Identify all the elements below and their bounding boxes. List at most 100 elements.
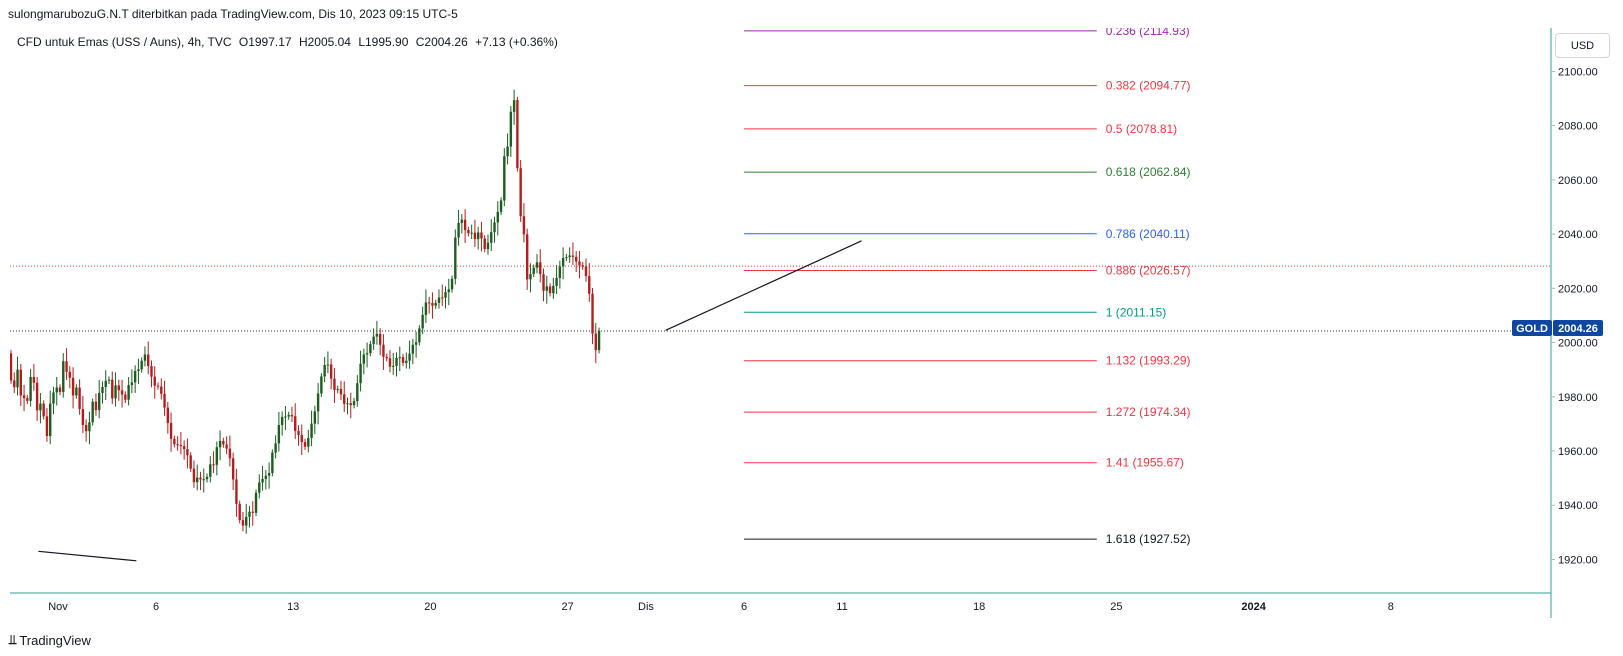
candle-body	[532, 267, 535, 274]
candle-body	[303, 442, 307, 447]
candle-body	[503, 156, 506, 201]
candles-layer	[10, 89, 601, 534]
fibonacci-extension-layer[interactable]: 0.236 (2114.93) 0.382 (2094.77) 0.5 (2078.…	[744, 24, 1191, 546]
candle-body	[408, 353, 411, 361]
candle-body	[463, 219, 467, 231]
candle-body	[512, 100, 516, 112]
publish-info: sulongmarubozuG.N.T diterbitkan pada Tra…	[8, 7, 458, 21]
candle-body	[444, 292, 447, 298]
symbol-title[interactable]: CFD untuk Emas (USS / Auns), 4h, TVC	[17, 35, 232, 49]
candle-body	[153, 376, 156, 386]
candle-body	[163, 393, 166, 408]
current-price-tag: GOLD 2004.26	[1512, 320, 1603, 336]
candle-body	[388, 358, 392, 367]
time-axis-label: 11	[836, 601, 847, 613]
candle-body	[486, 242, 490, 249]
candle-body	[336, 388, 339, 390]
trendlines-layer[interactable]	[38, 240, 862, 562]
candle-body	[65, 361, 68, 372]
candle-body	[26, 398, 29, 401]
price-axis-label: 2080.00	[1558, 121, 1598, 133]
candle-body	[369, 344, 372, 354]
time-axis-label: 6	[741, 601, 747, 613]
trendline[interactable]	[38, 550, 137, 562]
candle-body	[267, 472, 271, 476]
candle-body	[584, 266, 588, 277]
price-axis-label: 2100.00	[1558, 66, 1598, 78]
candle-body	[378, 333, 382, 345]
fib-level-label: 1.132 (1993.29)	[1106, 354, 1191, 368]
candle-body	[545, 286, 548, 291]
tradingview-brand[interactable]: ⫫ TradingView	[9, 632, 91, 648]
candle-body	[290, 414, 294, 417]
candle-body	[431, 302, 434, 306]
time-axis-label: 20	[424, 601, 436, 613]
price-axis[interactable]: 1920.00 1940.00 1960.00 1980.00 2000.00 2020.…	[1551, 66, 1598, 566]
candle-body	[421, 314, 424, 329]
candle-body	[310, 423, 313, 438]
trendline[interactable]	[665, 240, 862, 331]
candle-body	[228, 448, 232, 459]
currency-unit-button[interactable]: USD	[1555, 33, 1610, 58]
candle-body	[519, 168, 522, 217]
time-axis[interactable]: Nov 6 13 20 27 Dis 6 11 18 25 2024 8	[48, 601, 1394, 613]
candle-body	[251, 511, 254, 513]
candle-body	[591, 293, 594, 334]
candle-body	[535, 262, 539, 268]
brand-name: TradingView	[19, 632, 91, 648]
time-axis-label: 18	[973, 601, 985, 613]
candle-body	[261, 478, 264, 483]
candle-body	[104, 380, 107, 388]
candle-body	[245, 516, 248, 526]
candle-body	[58, 387, 62, 392]
ohlc-open: O1997.17	[238, 35, 292, 49]
reference-lines-layer	[10, 265, 1550, 332]
candle-body	[55, 387, 58, 393]
candle-body	[375, 333, 379, 337]
candle-body	[316, 393, 320, 412]
candle-body	[107, 379, 111, 381]
candle-body	[493, 222, 496, 233]
fib-level-label: 0.618 (2062.84)	[1106, 165, 1191, 179]
fib-level-label: 0.5 (2078.81)	[1106, 122, 1177, 136]
candle-body	[156, 385, 160, 387]
price-axis-label: 2060.00	[1558, 175, 1598, 187]
candle-body	[114, 385, 117, 399]
candle-body	[326, 364, 330, 366]
candle-body	[490, 232, 493, 243]
candle-body	[71, 377, 75, 396]
candle-body	[323, 365, 326, 377]
candle-body	[137, 369, 140, 372]
candle-body	[392, 365, 395, 367]
candle-body	[274, 443, 277, 453]
candle-body	[225, 444, 228, 449]
candle-body	[32, 376, 36, 383]
candle-body	[473, 232, 477, 239]
candle-body	[143, 354, 147, 361]
candle-body	[339, 388, 343, 395]
candle-body	[483, 238, 486, 249]
candle-body	[588, 276, 591, 294]
price-axis-label: 1960.00	[1558, 446, 1598, 458]
candle-body	[212, 464, 215, 466]
price-axis-label: 1940.00	[1558, 500, 1598, 512]
candle-body	[120, 390, 124, 395]
time-axis-label: 27	[561, 601, 573, 613]
candle-body	[117, 385, 121, 391]
time-axis-label: Nov	[48, 601, 68, 613]
candle-body	[39, 403, 42, 411]
candle-body	[111, 379, 114, 399]
candle-body	[594, 333, 597, 351]
candle-body	[124, 394, 127, 400]
candle-body	[552, 285, 555, 294]
fib-level-label: 1.41 (1955.67)	[1106, 456, 1184, 470]
candle-body	[150, 366, 153, 377]
fib-level-label: 0.236 (2114.93)	[1106, 24, 1190, 38]
candle-body	[91, 401, 94, 423]
candle-body	[209, 464, 212, 477]
candle-body	[450, 278, 454, 290]
candle-body	[525, 234, 529, 280]
candle-body	[199, 477, 202, 480]
candle-body	[509, 111, 513, 147]
